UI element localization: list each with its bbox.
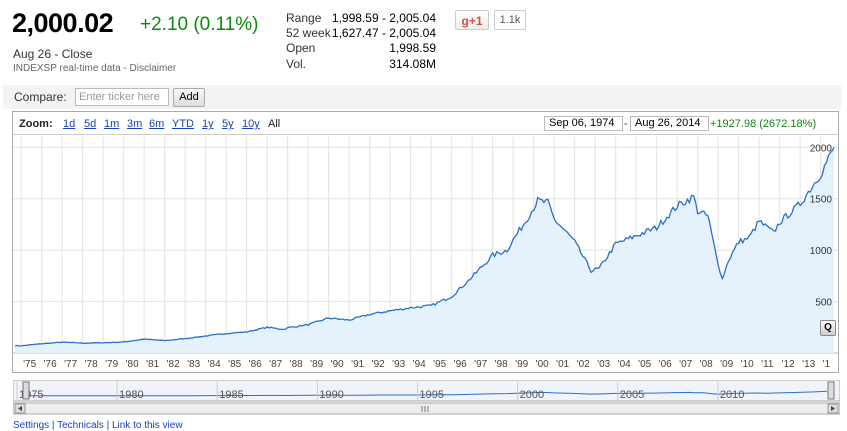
ticker-input[interactable] [75, 88, 169, 106]
zoom-label: Zoom: [19, 118, 53, 130]
x-tick-label: '99 [515, 359, 528, 370]
x-tick-label: '83 [187, 359, 200, 370]
y-tick-label: 500 [815, 298, 832, 309]
google-plus-one-button[interactable]: g+1 [455, 10, 489, 30]
navigator-year-label: 1980 [119, 389, 143, 401]
navigator-line [27, 390, 828, 397]
x-tick-label: '98 [495, 359, 508, 370]
stat-label-range: Range [286, 11, 322, 25]
price-line [14, 147, 835, 347]
magnify-icon-button[interactable]: Q [820, 320, 836, 336]
x-tick-label: '87 [269, 359, 282, 370]
time-navigator[interactable]: 1975 1980 1985 1990 1995 2000 2005 2010 [13, 380, 840, 416]
navigator-year-label: 1990 [319, 389, 343, 401]
range-change: +1927.98 (2672.18%) [710, 118, 817, 130]
x-tick-label: '85 [228, 359, 241, 370]
navigator-year-label: 2005 [620, 389, 644, 401]
add-ticker-button[interactable]: Add [173, 88, 205, 107]
x-tick-label: '82 [167, 359, 180, 370]
chevron-left-icon [18, 406, 22, 411]
x-tick-label: '76 [44, 359, 57, 370]
start-date-box[interactable]: Sep 06, 1974 [544, 116, 623, 131]
x-tick-label: '03 [597, 359, 610, 370]
x-tick-label: '06 [659, 359, 672, 370]
x-tick-label: '05 [638, 359, 651, 370]
stat-label-volume: Vol. [286, 57, 307, 71]
x-tick-label: '12 [782, 359, 795, 370]
price-chart[interactable]: '75 '76 '77 '78 '79 '80 '81 '82 '83 '84 '85 '86 '87 '… [13, 135, 838, 372]
navigator-year-label: 2000 [520, 389, 544, 401]
x-tick-label: '95 [433, 359, 446, 370]
data-source-disclaimer[interactable]: INDEXSP real-time data - Disclaimer [13, 63, 177, 74]
zoom-1d-link[interactable]: 1d [63, 118, 76, 130]
compare-label: Compare: [14, 90, 67, 104]
quote-date-status: Aug 26 - Close [13, 47, 93, 61]
x-tick-label: '1 [823, 359, 831, 370]
quote-change: +2.10 (0.11%) [140, 14, 259, 35]
chevron-right-icon [831, 406, 835, 411]
x-tick-label: '10 [741, 359, 754, 370]
x-tick-label: '79 [105, 359, 118, 370]
navigator-year-label: 1995 [420, 389, 444, 401]
stat-value-52week: 1,627.47 - 2,005.04 [331, 26, 436, 40]
x-tick-label: '07 [679, 359, 692, 370]
x-tick-label: '08 [700, 359, 713, 370]
stat-value-open: 1,998.59 [389, 41, 436, 55]
x-tick-label: '01 [556, 359, 569, 370]
x-tick-label: '78 [85, 359, 98, 370]
x-tick-label: '00 [536, 359, 549, 370]
x-tick-label: '09 [720, 359, 733, 370]
x-tick-label: '11 [761, 359, 774, 370]
navigator-right-handle[interactable] [827, 381, 835, 400]
end-date-box[interactable]: Aug 26, 2014 [630, 116, 709, 131]
stat-value-volume: 314.08M [389, 57, 436, 71]
x-tick-label: '13 [802, 359, 815, 370]
y-tick-label: 1500 [810, 195, 833, 206]
zoom-1y-link[interactable]: 1y [202, 118, 214, 130]
zoom-3m-link[interactable]: 3m [127, 118, 143, 130]
x-tick-label: '86 [249, 359, 262, 370]
quote-price: 2,000.02 [12, 8, 114, 38]
x-tick-label: '94 [413, 359, 426, 370]
scrollbar-grip-icon [421, 406, 429, 412]
x-tick-label: '02 [577, 359, 590, 370]
navigator-scrollbar[interactable] [13, 402, 840, 415]
x-tick-label: '77 [64, 359, 77, 370]
stat-label-52week: 52 week [286, 26, 331, 40]
x-tick-label: '97 [474, 359, 487, 370]
zoom-6m-link[interactable]: 6m [149, 118, 165, 130]
zoom-10y-link[interactable]: 10y [242, 118, 260, 130]
stat-label-open: Open [286, 41, 316, 55]
zoom-1m-link[interactable]: 1m [104, 118, 120, 130]
x-tick-label: '89 [310, 359, 323, 370]
zoom-ytd-link[interactable]: YTD [172, 118, 194, 130]
x-tick-label: '84 [208, 359, 221, 370]
x-tick-label: '81 [146, 359, 159, 370]
date-separator: - [624, 118, 628, 130]
x-tick-label: '80 [126, 359, 139, 370]
price-area-fill [15, 147, 834, 353]
navigator-year-label: 2010 [720, 389, 744, 401]
x-tick-label: '88 [290, 359, 303, 370]
stat-value-range: 1,998.59 - 2,005.04 [331, 11, 436, 25]
y-tick-label: 1000 [810, 246, 833, 257]
x-tick-label: '04 [618, 359, 631, 370]
zoom-all-current: All [268, 118, 281, 130]
plus-one-count: 1.1k [494, 10, 526, 30]
navigator-year-label: 1985 [219, 389, 243, 401]
x-tick-label: '92 [372, 359, 385, 370]
x-tick-label: '90 [331, 359, 344, 370]
x-tick-label: '91 [351, 359, 364, 370]
zoom-5y-link[interactable]: 5y [222, 118, 234, 130]
x-tick-label: '93 [392, 359, 405, 370]
zoom-5d-link[interactable]: 5d [84, 118, 97, 130]
x-tick-label: '75 [23, 359, 36, 370]
x-tick-label: '96 [454, 359, 467, 370]
navigator-left-handle[interactable] [22, 381, 30, 400]
y-tick-label: 2000 [810, 143, 833, 154]
